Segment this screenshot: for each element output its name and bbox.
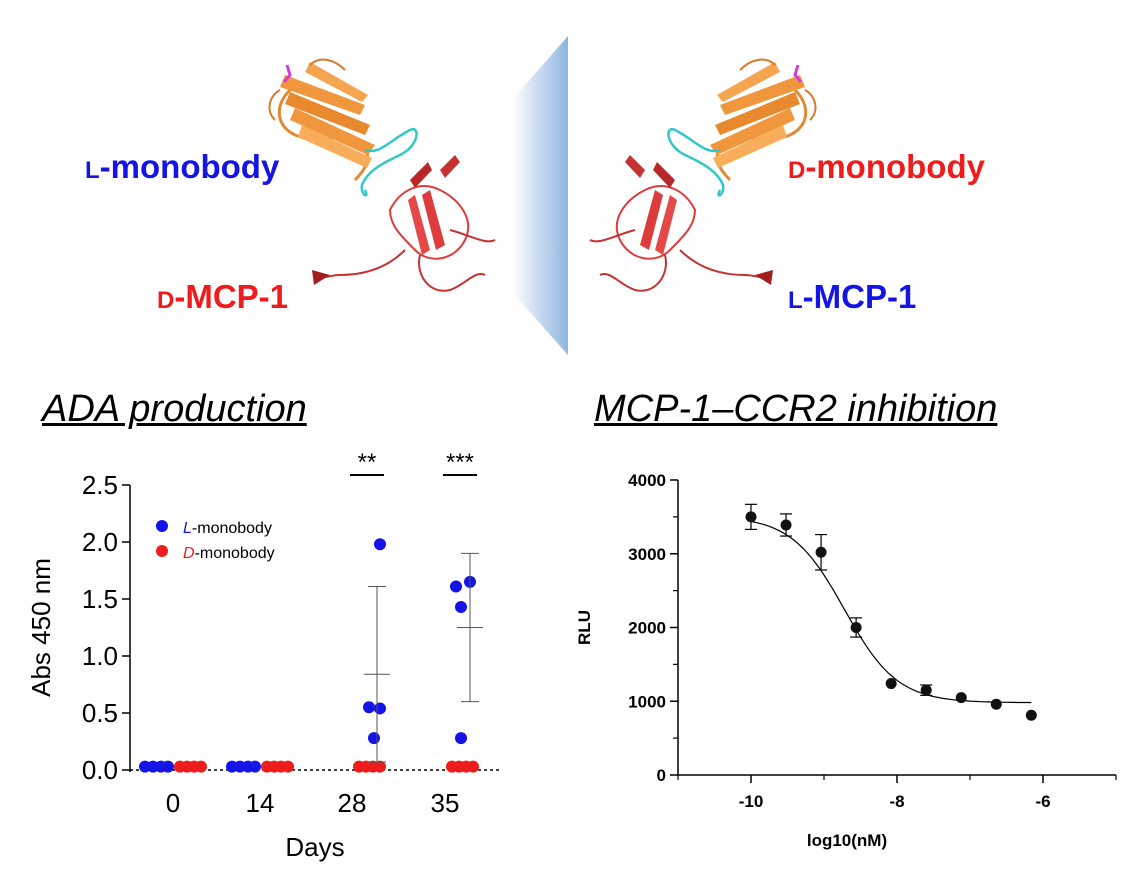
data-point xyxy=(363,701,375,714)
label-d-mcp1: D-MCP-1 xyxy=(157,278,288,316)
y-tick-label: 2.5 xyxy=(82,470,118,500)
label-prefix: D xyxy=(788,157,806,184)
x-tick-label: 0 xyxy=(166,788,180,818)
data-point xyxy=(780,519,792,531)
data-point xyxy=(990,698,1002,710)
data-point xyxy=(920,684,932,696)
x-tick-label: -6 xyxy=(1035,792,1050,811)
label-l-mcp1: L-MCP-1 xyxy=(788,278,916,316)
label-d-monobody: D-monobody xyxy=(788,148,985,186)
cyan-loop-left xyxy=(360,127,418,197)
data-point xyxy=(815,546,827,558)
y-tick-label: 0 xyxy=(657,766,666,785)
ada-production-title: ADA production xyxy=(42,388,307,430)
data-point xyxy=(467,760,479,773)
legend-entry: D-monobody xyxy=(183,545,275,562)
monobody-structure-left xyxy=(268,58,375,182)
l-monobody-d-mcp1-structure xyxy=(268,58,496,292)
data-point xyxy=(955,692,967,704)
data-point xyxy=(374,702,386,715)
data-point xyxy=(374,760,386,773)
y-tick-label: 2.0 xyxy=(82,527,118,557)
legend-rest: -monobody xyxy=(192,520,272,537)
legend-rest: -monobody xyxy=(195,545,275,562)
y-tick-label: 0.0 xyxy=(82,755,118,785)
label-l-monobody: L-monobody xyxy=(85,148,279,186)
data-point xyxy=(450,580,462,593)
label-rest: -monobody xyxy=(805,148,985,185)
data-point xyxy=(162,760,174,773)
label-prefix: L xyxy=(788,287,803,314)
legend-marker xyxy=(156,520,168,532)
label-rest: -MCP-1 xyxy=(802,278,917,315)
legend-prefix: D xyxy=(183,545,195,562)
y-tick-label: 3000 xyxy=(628,545,666,564)
x-axis-label: Days xyxy=(285,832,344,862)
significance-label: ** xyxy=(358,449,377,476)
label-rest: -monobody xyxy=(99,148,280,185)
data-point xyxy=(249,760,261,773)
legend-prefix: L xyxy=(183,520,192,537)
fit-curve xyxy=(750,520,1032,704)
d-monobody-l-mcp1-structure xyxy=(589,58,817,292)
legend-entry: L-monobody xyxy=(183,520,272,537)
label-prefix: L xyxy=(85,157,100,184)
y-axis-label: Abs 450 nm xyxy=(26,558,56,697)
data-point xyxy=(195,760,207,773)
y-tick-label: 0.5 xyxy=(82,698,118,728)
x-tick-label: 14 xyxy=(246,788,275,818)
data-point xyxy=(745,511,757,523)
data-point xyxy=(885,678,897,690)
x-axis-label: log10(nM) xyxy=(807,831,887,850)
y-axis-label: RLU xyxy=(575,610,594,645)
cyan-loop-right xyxy=(667,127,725,197)
ada-production-chart: 0.0 0.5 1.0 1.5 2.0 2.5 0 14 28 35 Days Abs 450 nm *… xyxy=(26,449,500,862)
x-tick-label: 35 xyxy=(431,788,460,818)
mirror-plane xyxy=(512,36,568,355)
data-point xyxy=(1025,709,1037,721)
x-tick-label: 28 xyxy=(338,788,367,818)
data-point xyxy=(282,760,294,773)
y-tick-label: 4000 xyxy=(628,471,666,490)
y-tick-label: 1000 xyxy=(628,692,666,711)
y-tick-label: 1.5 xyxy=(82,584,118,614)
monobody-structure-right xyxy=(710,58,817,182)
label-prefix: D xyxy=(157,287,175,314)
mcp1-ccr2-inhibition-title: MCP-1–CCR2 inhibition xyxy=(594,388,998,430)
data-point xyxy=(368,732,380,745)
x-tick-label: -10 xyxy=(739,792,764,811)
significance-label: *** xyxy=(446,449,474,476)
y-tick-label: 2000 xyxy=(628,619,666,638)
y-tick-label: 1.0 xyxy=(82,641,118,671)
mcp1-structure-left xyxy=(312,155,496,292)
mcp1-ccr2-inhibition-chart: 0 1000 2000 3000 4000 -10 -8 -6 log10(nM) RLU xyxy=(575,471,1117,850)
data-point xyxy=(455,600,467,613)
mcp1-structure-right xyxy=(589,155,773,292)
label-rest: -MCP-1 xyxy=(174,278,289,315)
data-point xyxy=(455,732,467,745)
x-tick-label: -8 xyxy=(889,792,904,811)
data-point xyxy=(374,538,386,551)
legend-marker xyxy=(156,545,168,557)
data-point xyxy=(850,622,862,633)
